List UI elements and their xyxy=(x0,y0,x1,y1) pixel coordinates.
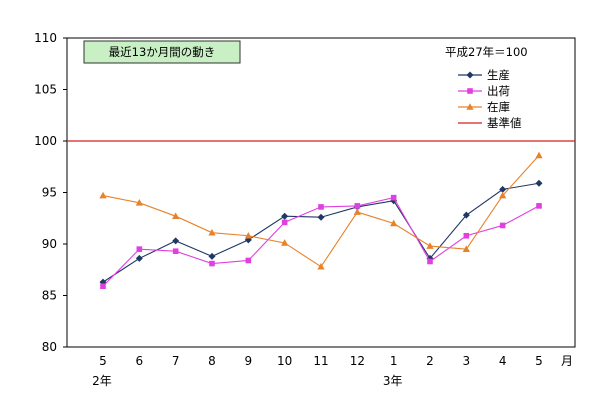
data-point xyxy=(535,151,543,159)
legend-item: 基準値 xyxy=(458,116,522,130)
data-point xyxy=(354,203,361,209)
data-point xyxy=(463,232,470,239)
data-point xyxy=(208,228,216,236)
base-note: 平成27年＝100 xyxy=(445,45,528,59)
data-point xyxy=(318,204,324,210)
data-point xyxy=(99,191,107,199)
legend-label: 生産 xyxy=(487,68,510,82)
data-point xyxy=(208,252,216,260)
x-tick-label: 2 xyxy=(426,354,434,368)
data-point xyxy=(499,185,507,193)
data-point xyxy=(353,208,361,215)
data-point xyxy=(426,242,434,249)
y-tick-label: 100 xyxy=(34,134,57,148)
data-point xyxy=(172,237,180,245)
x-tick-label: 3 xyxy=(463,354,471,368)
chart-title-box xyxy=(83,40,241,64)
y-tick-label: 110 xyxy=(34,31,57,45)
data-point xyxy=(317,262,325,270)
x-tick-label: 5 xyxy=(99,354,107,368)
x-tick-label: 4 xyxy=(499,354,507,368)
y-tick-label: 85 xyxy=(42,289,57,303)
data-point xyxy=(136,246,143,252)
data-point xyxy=(462,245,470,252)
data-point xyxy=(427,258,433,265)
data-point xyxy=(499,222,506,229)
year-label: 2年 xyxy=(92,374,112,388)
series-1 xyxy=(100,194,542,290)
series-layer xyxy=(67,140,575,290)
data-point xyxy=(281,212,289,220)
legend-marker xyxy=(466,103,474,110)
year-label: 3年 xyxy=(383,374,403,388)
legend-label: 在庫 xyxy=(487,100,510,114)
y-tick-label: 105 xyxy=(34,83,57,97)
data-point xyxy=(100,283,106,290)
x-tick-label: 7 xyxy=(172,354,180,368)
data-point xyxy=(281,219,288,226)
legend-item: 生産 xyxy=(458,68,510,82)
x-axis-unit: 月 xyxy=(561,354,573,368)
x-tick-label: 10 xyxy=(277,354,292,368)
data-point xyxy=(390,194,397,201)
data-point xyxy=(535,179,543,187)
x-tick-label: 11 xyxy=(313,354,328,368)
x-axis: 5 6 7 8 9 10 11 12 1 2 3 4 5 月2年 3年 xyxy=(92,354,573,388)
y-axis: 80 85 90 95 100 105 110 xyxy=(34,31,67,354)
plot-area xyxy=(66,37,576,348)
data-point xyxy=(390,219,398,227)
data-point xyxy=(462,211,470,219)
data-point xyxy=(135,254,143,262)
series-2 xyxy=(99,151,543,270)
y-tick-label: 80 xyxy=(42,340,57,354)
legend-item: 在庫 xyxy=(458,100,510,114)
x-tick-label: 6 xyxy=(136,354,144,368)
chart-title: 最近13か月間の動き xyxy=(109,45,216,59)
legend-marker xyxy=(466,71,474,79)
legend-item: 出荷 xyxy=(458,84,510,98)
legend-marker xyxy=(467,88,473,94)
x-tick-label: 9 xyxy=(245,354,253,368)
x-tick-label: 5 xyxy=(535,354,543,368)
data-point xyxy=(244,231,252,239)
data-point xyxy=(245,257,252,264)
legend-label: 基準値 xyxy=(487,116,522,130)
data-point xyxy=(135,199,143,206)
x-tick-label: 8 xyxy=(208,354,216,368)
x-tick-label: 1 xyxy=(390,354,398,368)
legend-label: 出荷 xyxy=(487,84,510,98)
data-point xyxy=(499,191,507,199)
data-point xyxy=(172,248,179,255)
data-point xyxy=(209,260,215,267)
data-point xyxy=(317,213,325,221)
y-tick-label: 95 xyxy=(42,186,57,200)
data-point xyxy=(536,203,542,209)
y-tick-label: 90 xyxy=(42,237,57,251)
data-point xyxy=(172,212,180,219)
data-point xyxy=(281,239,289,246)
x-tick-label: 12 xyxy=(350,354,365,368)
